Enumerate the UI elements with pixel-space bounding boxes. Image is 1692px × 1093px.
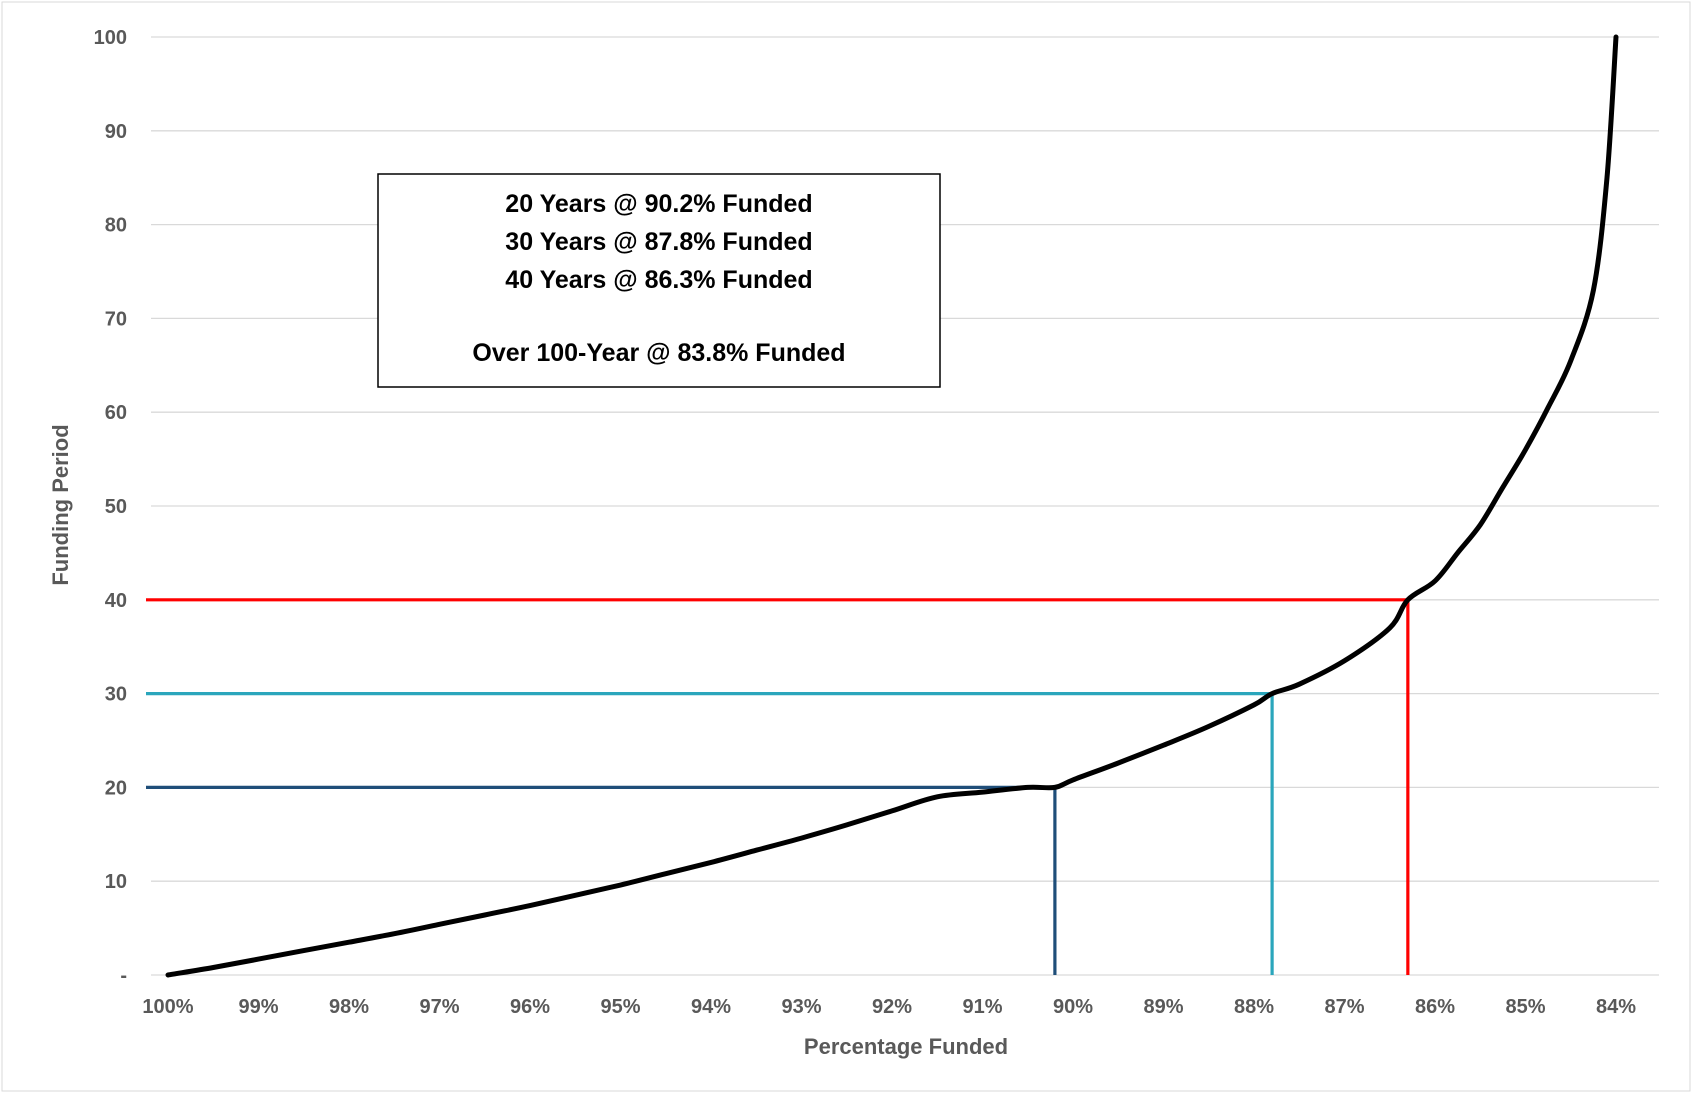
x-tick-label: 92% bbox=[872, 996, 912, 1018]
annotation-line-100yr: Over 100-Year @ 83.8% Funded bbox=[472, 339, 845, 367]
x-tick-label: 89% bbox=[1143, 996, 1183, 1018]
x-axis-title: Percentage Funded bbox=[804, 1034, 1008, 1059]
x-tick-label: 84% bbox=[1596, 996, 1636, 1018]
x-tick-label: 93% bbox=[781, 996, 821, 1018]
x-tick-label: 100% bbox=[142, 996, 193, 1018]
series-line-0 bbox=[165, 34, 1619, 978]
y-tick-label: 50 bbox=[105, 496, 127, 518]
x-tick-label: 96% bbox=[510, 996, 550, 1018]
y-tick-label: 30 bbox=[105, 684, 127, 706]
series-layer bbox=[165, 34, 1619, 978]
x-tick-label: 97% bbox=[419, 996, 459, 1018]
x-tick-label: 94% bbox=[691, 996, 731, 1018]
x-tick-label: 90% bbox=[1053, 996, 1093, 1018]
y-axis-title: Funding Period bbox=[48, 424, 73, 585]
x-tick-label: 98% bbox=[329, 996, 369, 1018]
annotation-box: 20 Years @ 90.2% Funded 30 Years @ 87.8%… bbox=[377, 173, 941, 388]
y-tick-label: 20 bbox=[105, 777, 127, 799]
annotation-line-40yr: 40 Years @ 86.3% Funded bbox=[505, 266, 812, 294]
x-tick-label: 99% bbox=[238, 996, 278, 1018]
annotation-line-20yr: 20 Years @ 90.2% Funded bbox=[505, 190, 812, 218]
x-tick-label: 86% bbox=[1415, 996, 1455, 1018]
x-tick-label: 85% bbox=[1505, 996, 1545, 1018]
y-tick-label: 10 bbox=[105, 871, 127, 893]
y-tick-label: - bbox=[120, 965, 127, 987]
annotation-box-frame bbox=[377, 173, 941, 388]
x-tick-label: 91% bbox=[962, 996, 1002, 1018]
x-tick-label: 95% bbox=[600, 996, 640, 1018]
y-tick-label: 40 bbox=[105, 590, 127, 612]
y-tick-label: 70 bbox=[105, 308, 127, 330]
reference-line-30yr bbox=[146, 691, 1274, 975]
x-tick-label: 88% bbox=[1234, 996, 1274, 1018]
y-tick-label: 90 bbox=[105, 121, 127, 143]
y-tick-labels: - 10 20 30 40 50 60 70 80 90 100 bbox=[94, 27, 127, 987]
y-tick-label: 80 bbox=[105, 215, 127, 237]
y-tick-label: 60 bbox=[105, 402, 127, 424]
y-tick-label: 100 bbox=[94, 27, 127, 49]
x-tick-labels: 100% 99% 98% 97% 96% 95% 94% 93% 92% 91% 90% 89% 88%… bbox=[142, 996, 1636, 1018]
x-tick-label: 87% bbox=[1324, 996, 1364, 1018]
annotation-line-30yr: 30 Years @ 87.8% Funded bbox=[505, 228, 812, 256]
